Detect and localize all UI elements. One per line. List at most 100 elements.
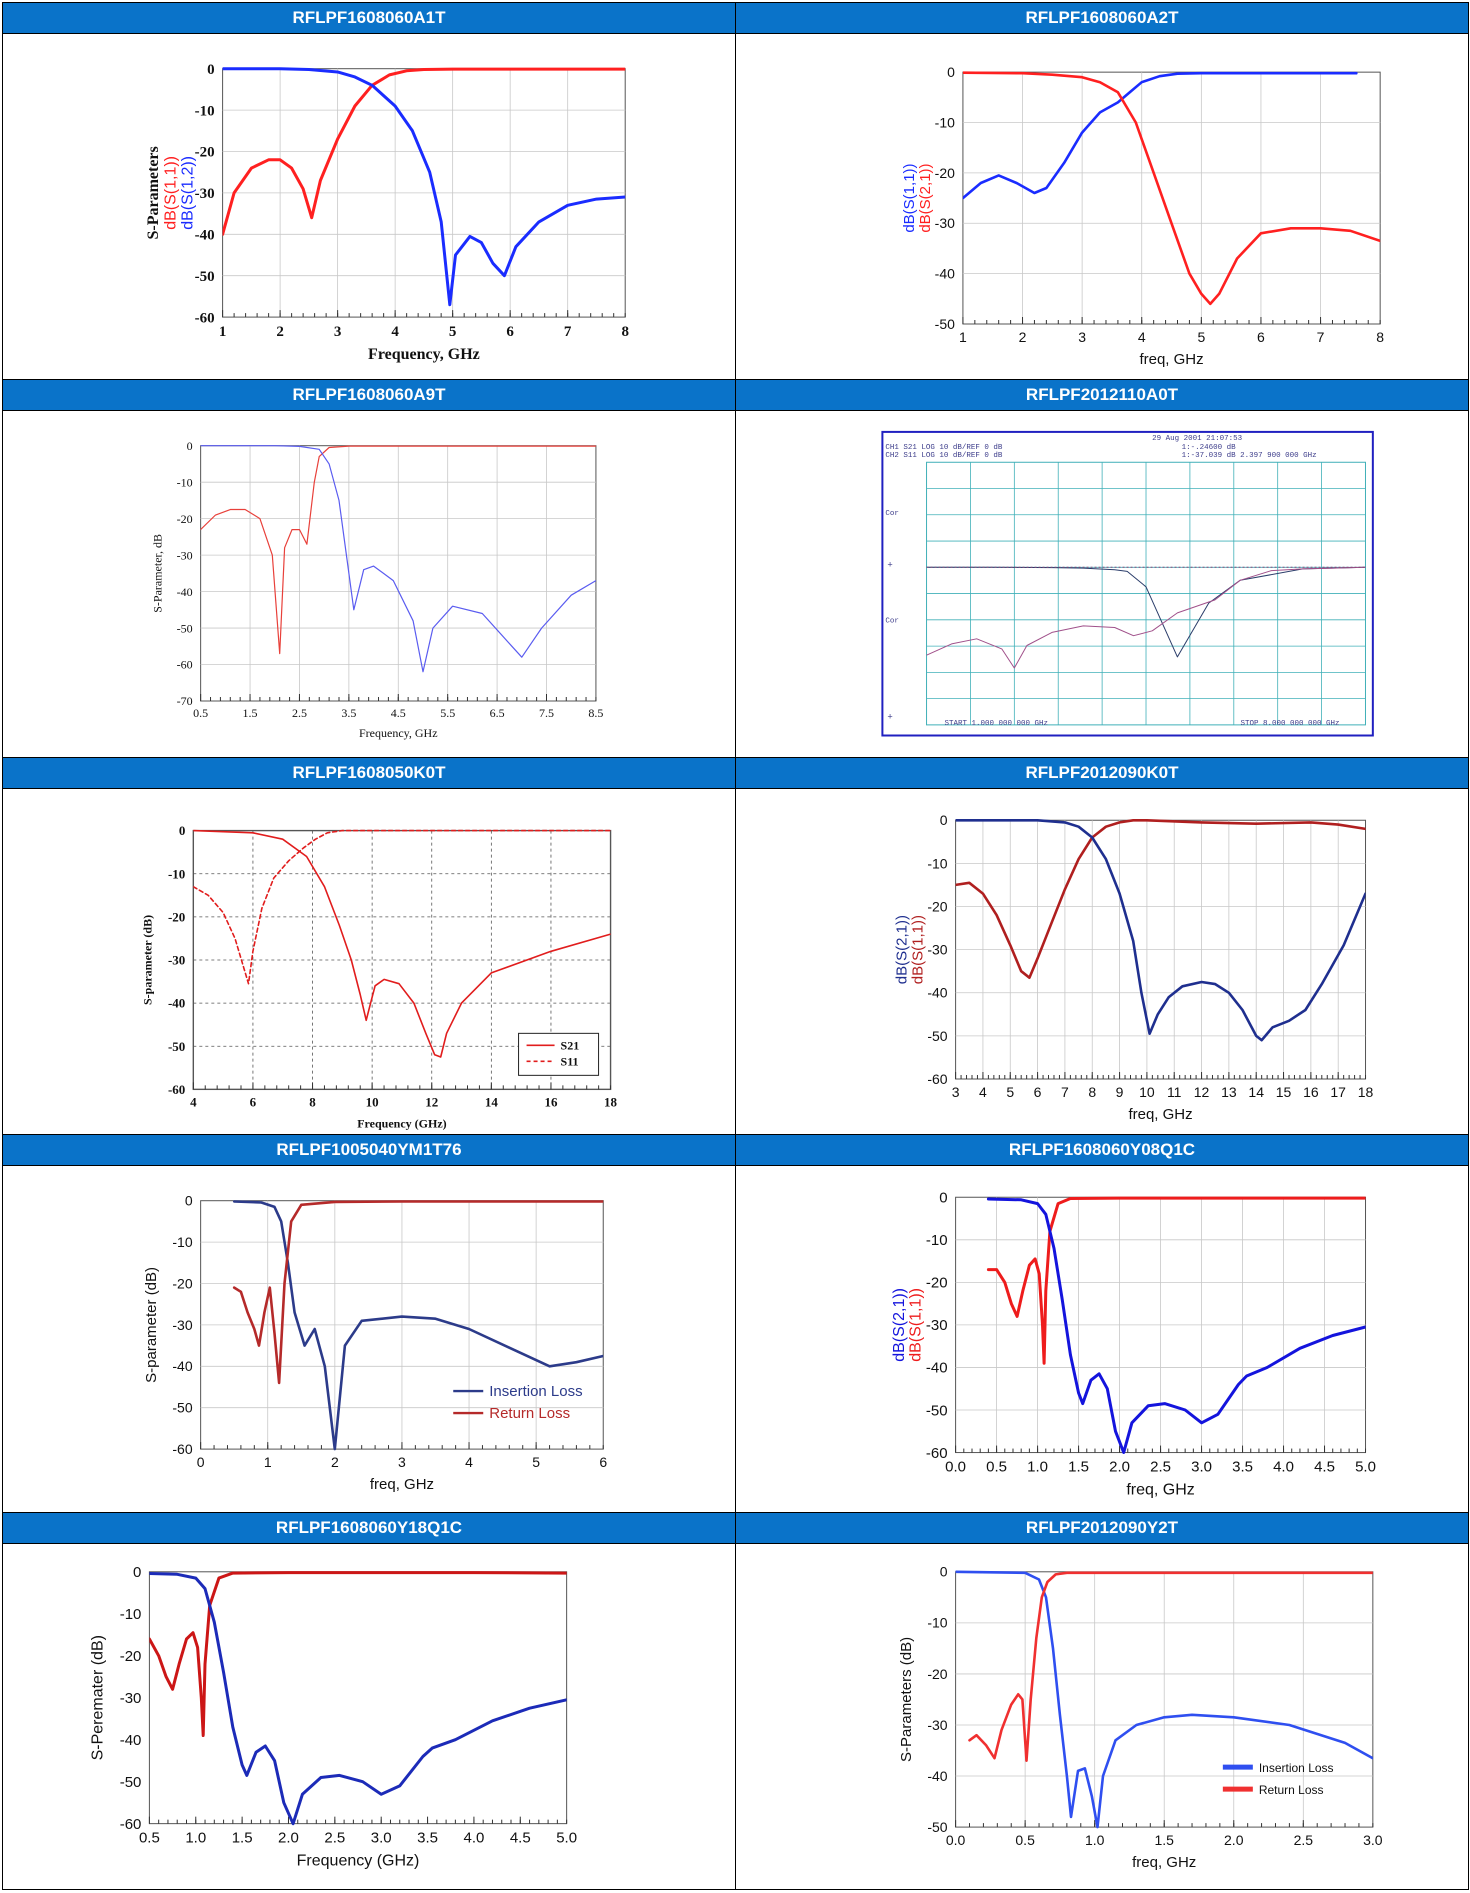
x-tick-label: 2.0 <box>278 1829 299 1846</box>
y-axis-series-labels: dB(S(2,1))dB(S(1,1)) <box>891 1288 925 1362</box>
x-tick-label: 1.0 <box>1085 1832 1105 1848</box>
x-tick-label: 0.0 <box>945 1459 966 1476</box>
x-tick-label: 2.5 <box>292 706 307 720</box>
series-line-s11 <box>193 829 611 985</box>
series-line-db-s-2-1- <box>955 818 1366 1042</box>
x-tick-label: 2.5 <box>324 1829 345 1846</box>
y-tick-label: -50 <box>195 269 215 285</box>
panel-9: RFLPF1608060Y18Q1C 0.5 1.0 1.5 2.0 2.5 3.0 3.5 4… <box>3 1512 736 1890</box>
x-tick-label: 4 <box>1138 329 1146 345</box>
y-tick-label: -30 <box>927 1716 947 1732</box>
panel-7: RFLPF1005040YM1T76 0 1 2 3 4 5 6 0 -10 -20 -30 -40 -5… <box>3 1135 736 1513</box>
panel-chart-area: 29 Aug 2001 21:07:53 CH1 S21 LOG 10 dB/RE… <box>736 411 1468 756</box>
s-parameter-chart: 3 4 5 6 7 8 9 10 11 12 13 14 15 16 17 18 0 -10 -20 -30 -40 -5… <box>894 812 1374 1123</box>
y-tick-label: -30 <box>926 1317 948 1334</box>
y-tick-label: -40 <box>926 1360 948 1377</box>
panel-header: RFLPF1608050K0T <box>3 757 735 789</box>
s-parameter-chart: 1 2 3 4 5 6 7 8 0 -10 -20 -30 -40 -50 -60 Frequency, GH… <box>145 62 629 363</box>
x-tick-label: 3.5 <box>1232 1459 1253 1476</box>
y-tick-label: -10 <box>120 1606 142 1623</box>
panel-6: RFLPF2012090K0T 3 4 5 6 7 8 9 10 11 12 13 14 15 16 17 18… <box>736 757 1469 1136</box>
x-tick-label: 17 <box>1330 1084 1346 1100</box>
y-tick-label: -50 <box>935 316 955 332</box>
vna-ref-marker: + <box>887 713 892 723</box>
x-tick-label: 1 <box>264 1454 272 1470</box>
panel-2: RFLPF1608060A2T 1 2 3 4 5 6 7 8 0 -10 -20 -30 -40 -50 f… <box>736 3 1469 381</box>
vna-ch1-line: CH1 S21 LOG 10 dB/REF 0 dB <box>885 444 1003 452</box>
panel-header: RFLPF2012090K0T <box>736 757 1468 789</box>
x-tick-label: 0.5 <box>1015 1832 1035 1848</box>
y-axis-label: S-Peremater (dB) <box>89 1635 106 1760</box>
panel-chart-area: 0.0 0.5 1.0 1.5 2.0 2.5 3.0 0 -10 -20 -30 -40 -50 fre… <box>736 1544 1468 1889</box>
legend-label: S11 <box>561 1054 579 1068</box>
x-tick-label: 1 <box>959 329 967 345</box>
y-tick-label: -50 <box>168 1039 185 1054</box>
series-line-s11 <box>149 1570 567 1737</box>
vna-screen <box>881 431 1374 737</box>
panel-header: RFLPF1608060Y18Q1C <box>3 1512 735 1544</box>
x-tick-label: 5.5 <box>440 706 455 720</box>
legend-box <box>518 1032 600 1076</box>
x-tick-label: 0 <box>197 1454 205 1470</box>
x-tick-label: 7.5 <box>539 706 554 720</box>
y-tick-label: -60 <box>172 1441 192 1457</box>
y-tick-label: 0 <box>940 1563 948 1579</box>
x-tick-label: 4.5 <box>1314 1459 1335 1476</box>
vna-datestamp: 29 Aug 2001 21:07:53 <box>1152 435 1243 443</box>
s-parameter-chart: 0.5 1.0 1.5 2.0 2.5 3.0 3.5 4.0 4.5 5.0 0 -10 -20 -30… <box>89 1564 577 1870</box>
legend-label: S21 <box>561 1038 580 1052</box>
x-tick-label: 3.5 <box>417 1829 438 1846</box>
vna-marker-1: 1:-.24600 dB <box>1182 444 1237 452</box>
x-tick-label: 9 <box>1116 1084 1124 1100</box>
x-tick-label: 8 <box>1376 329 1384 345</box>
series-line-s21 <box>193 829 611 1058</box>
y-tick-label: -10 <box>195 103 215 119</box>
x-tick-label: 5.0 <box>1355 1459 1376 1476</box>
x-tick-label: 1.5 <box>232 1829 253 1846</box>
x-tick-label: 16 <box>544 1094 558 1109</box>
x-tick-label: 3.0 <box>1363 1832 1383 1848</box>
y-tick-label: -50 <box>927 1028 947 1044</box>
x-tick-label: 7 <box>1061 1084 1069 1100</box>
x-tick-label: 6 <box>250 1094 257 1109</box>
x-tick-label: 1.5 <box>243 706 258 720</box>
series-line-db-s-2-1- <box>986 1197 1366 1455</box>
panel-chart-area: 0.5 1.5 2.5 3.5 4.5 5.5 6.5 7.5 8.5 0 -10 -20 -30 -40… <box>3 411 735 756</box>
x-tick-label: 8.5 <box>588 706 603 720</box>
x-tick-label: 4 <box>391 324 399 340</box>
x-tick-label: 3 <box>1078 329 1086 345</box>
panel-header: RFLPF1005040YM1T76 <box>3 1135 735 1167</box>
y-tick-label: 0 <box>133 1564 141 1581</box>
y-tick-label: -30 <box>935 215 955 231</box>
x-tick-label: 1.5 <box>1068 1459 1089 1476</box>
x-tick-label: 1.5 <box>1154 1832 1174 1848</box>
panel-10: RFLPF2012090Y2T 0.0 0.5 1.0 1.5 2.0 2.5 3.0 0 -10… <box>736 1512 1469 1890</box>
y-tick-label: -40 <box>195 228 215 244</box>
x-tick-label: 2 <box>331 1454 339 1470</box>
y-tick-label: -40 <box>168 995 185 1010</box>
x-tick-label: 3 <box>398 1454 406 1470</box>
s-parameter-chart: 0.0 0.5 1.0 1.5 2.0 2.5 3.0 0 -10 -20 -30 -40 -50 fre… <box>898 1563 1383 1870</box>
panel-header: RFLPF1608060Y08Q1C <box>736 1135 1468 1167</box>
series-line-db-s-1-1- <box>955 818 1366 979</box>
y-axis-series-label: dB(S(2,1)) <box>917 163 934 232</box>
vna-stop-freq: STOP 8.000 000 000 GHz <box>1240 720 1339 728</box>
y-tick-label: -20 <box>177 512 193 526</box>
panel-4: RFLPF2012110A0T 29 Aug 2001 21:07:53 CH1 S… <box>736 380 1469 758</box>
y-axis-series-label: dB(S(1,1)) <box>163 156 180 230</box>
y-tick-label: 0 <box>207 62 215 78</box>
y-axis-series-label: dB(S(2,1)) <box>894 915 911 984</box>
x-tick-label: 8 <box>621 324 629 340</box>
y-tick-label: -20 <box>195 145 215 161</box>
y-tick-label: -10 <box>927 855 947 871</box>
x-tick-label: 0.5 <box>139 1829 160 1846</box>
y-axis-series-label: dB(S(1,1)) <box>901 163 918 232</box>
series-line-insertion-loss <box>955 1570 1373 1828</box>
x-tick-label: 2 <box>1019 329 1027 345</box>
x-tick-label: 4.0 <box>463 1829 484 1846</box>
x-tick-label: 18 <box>1358 1084 1374 1100</box>
series-line-0 <box>200 445 596 655</box>
y-tick-label: -50 <box>172 1400 192 1416</box>
y-axis-label: S-parameter (dB) <box>143 1267 160 1383</box>
